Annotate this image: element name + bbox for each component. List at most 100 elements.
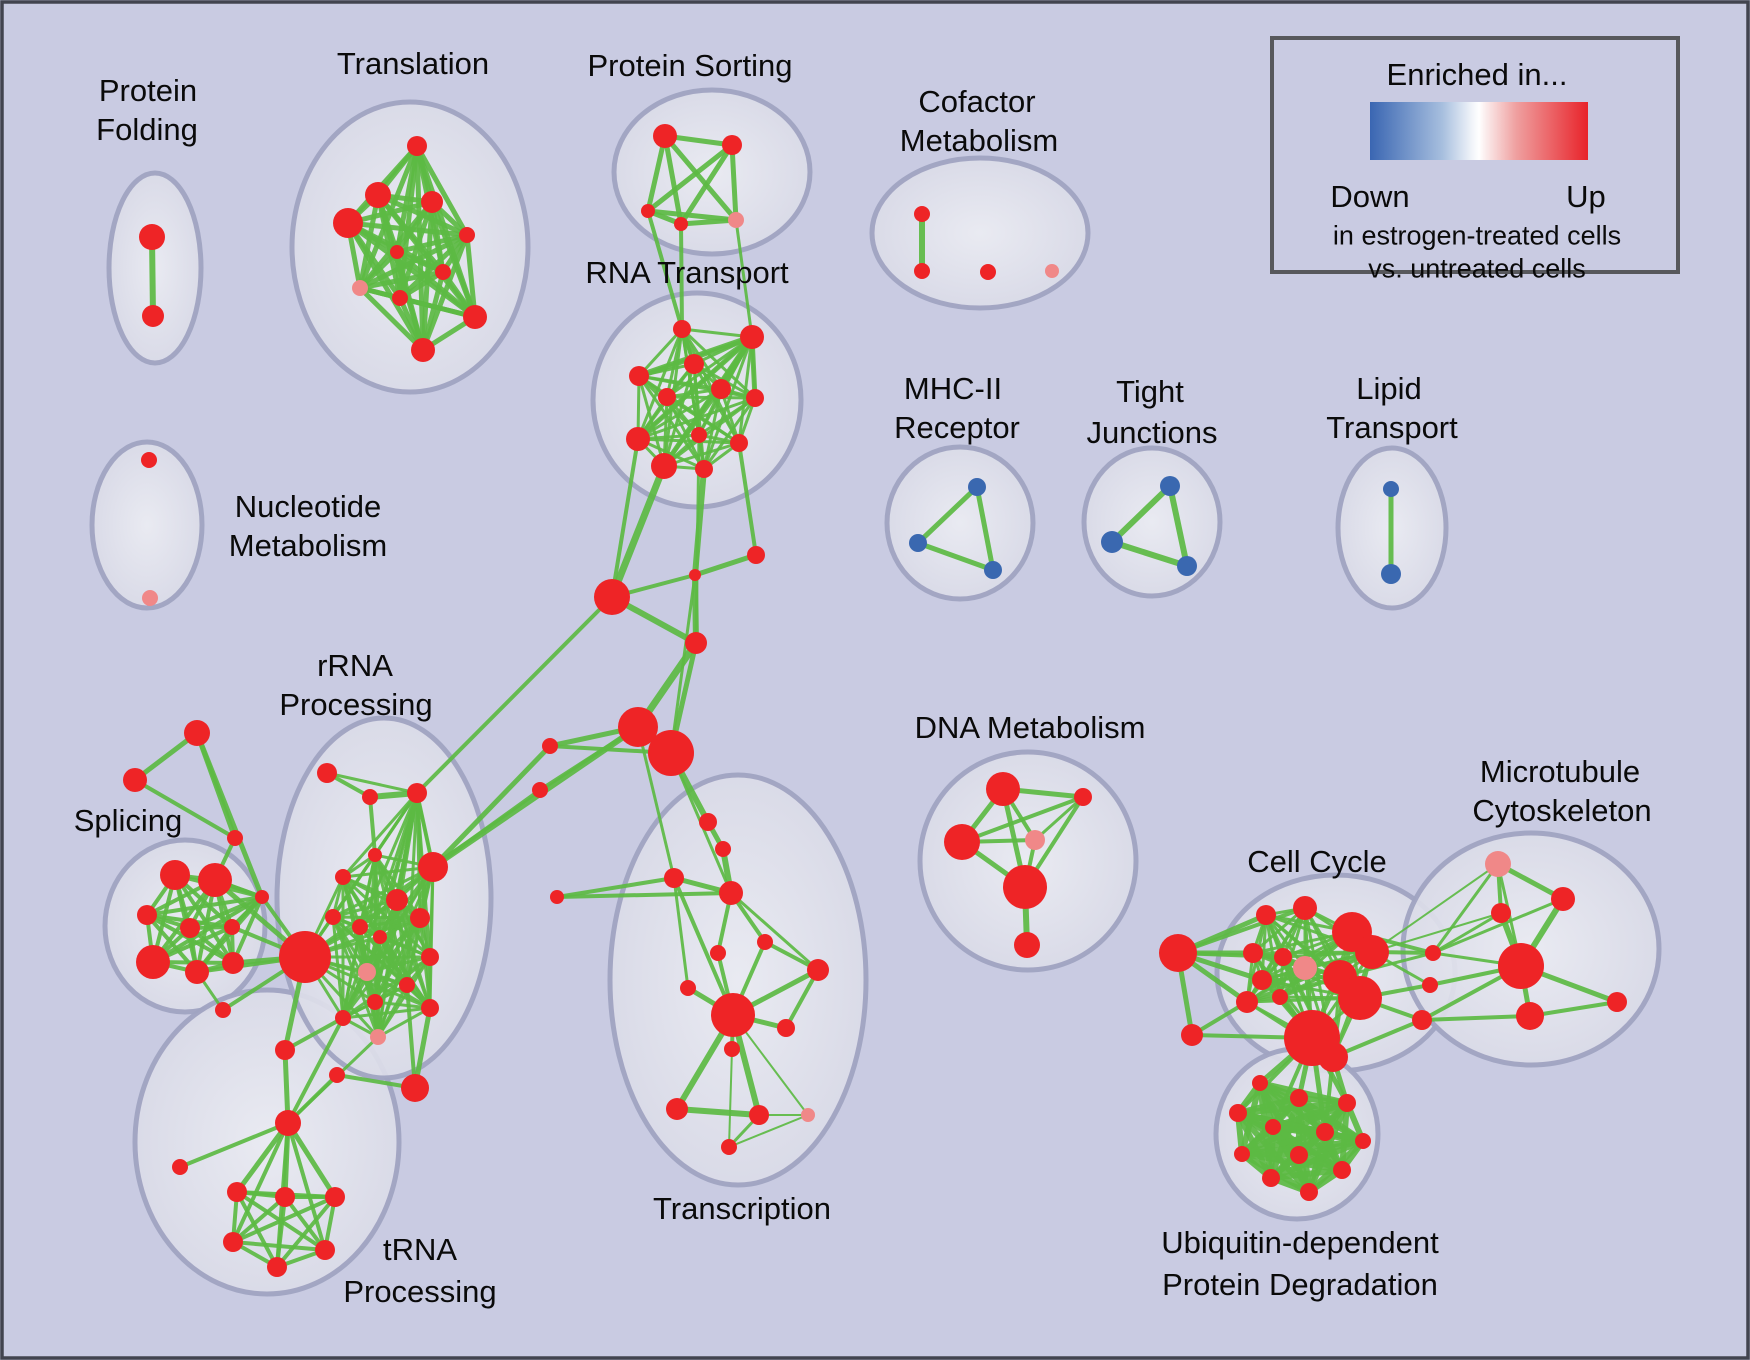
gene-set-node-cc12[interactable] (1236, 991, 1258, 1013)
gene-set-node-u3[interactable] (227, 1182, 247, 1202)
gene-set-node-x6[interactable] (710, 945, 726, 961)
gene-set-node-m4[interactable] (367, 994, 383, 1010)
gene-set-node-mt2[interactable] (1551, 887, 1575, 911)
gene-set-node-s9[interactable] (255, 890, 269, 904)
gene-set-node-x5[interactable] (757, 934, 773, 950)
gene-set-node-u7[interactable] (315, 1240, 335, 1260)
gene-set-node-r2[interactable] (740, 325, 764, 349)
gene-set-node-mt1[interactable] (1485, 851, 1511, 877)
gene-set-node-s5[interactable] (224, 919, 240, 935)
gene-set-node-cc14[interactable] (1338, 976, 1382, 1020)
gene-set-node-mt8[interactable] (1607, 992, 1627, 1012)
gene-set-node-q8[interactable] (410, 908, 430, 928)
gene-set-node-r11[interactable] (651, 453, 677, 479)
gene-set-node-ub4[interactable] (1229, 1104, 1247, 1122)
gene-set-node-q5[interactable] (335, 869, 351, 885)
gene-set-node-d2[interactable] (532, 782, 548, 798)
gene-set-node-ub1[interactable] (1252, 1075, 1268, 1091)
gene-set-node-cc8[interactable] (1274, 948, 1292, 966)
gene-set-node-m8[interactable] (401, 1074, 429, 1102)
gene-set-node-ub6[interactable] (1316, 1123, 1334, 1141)
gene-set-node-m5[interactable] (399, 977, 415, 993)
gene-set-node-u5[interactable] (325, 1187, 345, 1207)
gene-set-node-x13[interactable] (749, 1105, 769, 1125)
gene-set-node-ps4[interactable] (674, 217, 688, 231)
gene-set-node-tr1[interactable] (184, 720, 210, 746)
gene-set-node-t4[interactable] (333, 208, 363, 238)
gene-set-node-t6[interactable] (390, 245, 404, 259)
gene-set-node-m6[interactable] (421, 999, 439, 1017)
gene-set-node-t3[interactable] (421, 191, 443, 213)
gene-set-node-r5[interactable] (658, 388, 676, 406)
gene-set-node-r6[interactable] (711, 379, 731, 399)
gene-set-node-t8[interactable] (352, 280, 368, 296)
gene-set-node-ps1[interactable] (653, 124, 677, 148)
gene-set-node-cf2[interactable] (914, 263, 930, 279)
gene-set-node-tj3[interactable] (1177, 556, 1197, 576)
gene-set-node-c4[interactable] (685, 632, 707, 654)
gene-set-node-r9[interactable] (691, 427, 707, 443)
gene-set-node-pf1[interactable] (139, 224, 165, 250)
gene-set-node-ub7[interactable] (1355, 1133, 1371, 1149)
gene-set-node-u4[interactable] (275, 1187, 295, 1207)
gene-set-node-m1[interactable] (275, 1040, 295, 1060)
gene-set-node-n2[interactable] (1074, 788, 1092, 806)
gene-set-node-mt3[interactable] (1491, 903, 1511, 923)
gene-set-node-r1[interactable] (673, 320, 691, 338)
gene-set-node-m2[interactable] (329, 1067, 345, 1083)
gene-set-node-n1[interactable] (986, 772, 1020, 806)
gene-set-node-cc9[interactable] (1293, 956, 1317, 980)
gene-set-node-m9[interactable] (215, 1002, 231, 1018)
gene-set-node-ps5[interactable] (728, 212, 744, 228)
gene-set-node-cc4[interactable] (1293, 896, 1317, 920)
gene-set-node-q6[interactable] (386, 889, 408, 911)
gene-set-node-n3[interactable] (944, 824, 980, 860)
gene-set-node-tj2[interactable] (1101, 531, 1123, 553)
gene-set-node-n5[interactable] (1003, 865, 1047, 909)
gene-set-node-tr3[interactable] (227, 830, 243, 846)
gene-set-node-ub2[interactable] (1290, 1089, 1308, 1107)
gene-set-node-cf3[interactable] (980, 264, 996, 280)
gene-set-node-cc16[interactable] (1318, 1042, 1348, 1072)
gene-set-node-cf1[interactable] (914, 206, 930, 222)
gene-set-node-x2[interactable] (715, 841, 731, 857)
gene-set-node-q14[interactable] (421, 948, 439, 966)
gene-set-node-q10[interactable] (352, 919, 368, 935)
gene-set-node-r10[interactable] (730, 434, 748, 452)
gene-set-node-x14[interactable] (801, 1108, 815, 1122)
gene-set-node-r4[interactable] (629, 366, 649, 386)
gene-set-node-h1[interactable] (618, 707, 658, 747)
gene-set-node-h2[interactable] (648, 730, 694, 776)
gene-set-node-r3[interactable] (684, 354, 704, 374)
gene-set-node-u6[interactable] (223, 1232, 243, 1252)
gene-set-node-s3[interactable] (137, 905, 157, 925)
gene-set-node-q1[interactable] (317, 763, 337, 783)
gene-set-node-cc3[interactable] (1256, 905, 1276, 925)
gene-set-node-s1[interactable] (160, 860, 190, 890)
gene-set-node-t5[interactable] (459, 227, 475, 243)
gene-set-node-mh2[interactable] (909, 534, 927, 552)
gene-set-node-k2[interactable] (1422, 977, 1438, 993)
gene-set-node-r8[interactable] (626, 427, 650, 451)
gene-set-node-u2[interactable] (172, 1159, 188, 1175)
gene-set-node-q7[interactable] (418, 852, 448, 882)
gene-set-node-c3[interactable] (594, 579, 630, 615)
gene-set-node-ub5[interactable] (1265, 1119, 1281, 1135)
gene-set-node-s4[interactable] (180, 918, 200, 938)
gene-set-node-k1[interactable] (1425, 945, 1441, 961)
gene-set-node-s8[interactable] (222, 952, 244, 974)
gene-set-node-x4[interactable] (719, 881, 743, 905)
gene-set-node-x10[interactable] (777, 1019, 795, 1037)
gene-set-node-t11[interactable] (411, 338, 435, 362)
gene-set-node-d3[interactable] (550, 890, 564, 904)
gene-set-node-mh1[interactable] (968, 478, 986, 496)
gene-set-node-x8[interactable] (680, 980, 696, 996)
gene-set-node-u1[interactable] (275, 1110, 301, 1136)
gene-set-node-q2[interactable] (362, 789, 378, 805)
gene-set-node-ub8[interactable] (1234, 1146, 1250, 1162)
gene-set-node-q9[interactable] (325, 909, 341, 925)
gene-set-node-pf2[interactable] (142, 305, 164, 327)
gene-set-node-r7[interactable] (746, 389, 764, 407)
gene-set-node-mt4[interactable] (1498, 943, 1544, 989)
gene-set-node-x1[interactable] (699, 813, 717, 831)
